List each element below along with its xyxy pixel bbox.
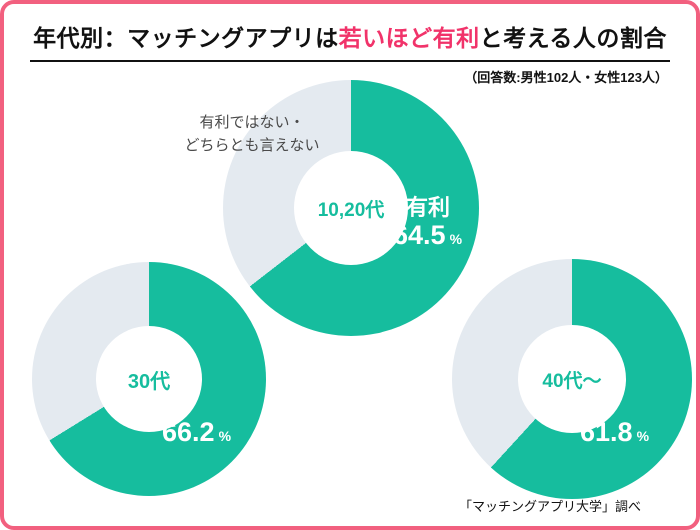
unfavorable-annotation-line2: どちらとも言えない	[184, 136, 320, 154]
value-label-40s-plus: 61.8%	[580, 417, 649, 448]
value-number-10-20s: 64.5	[393, 220, 446, 250]
response-count-note: （回答数:男性102人・女性123人）	[464, 70, 668, 85]
donut-chart-30s: 30代 66.2%	[32, 262, 266, 496]
category-label-40s-plus: 40代〜	[542, 370, 602, 392]
title-text-prefix: 年代別：マッチングアプリは	[33, 25, 339, 51]
donut-hole-30s: 30代	[96, 326, 202, 432]
value-number-30s: 66.2	[162, 417, 215, 447]
percent-unit-30s: %	[218, 428, 232, 444]
value-number-40s-plus: 61.8	[580, 417, 633, 447]
unfavorable-annotation-line1: 有利ではない・	[199, 114, 305, 131]
favorable-series-label: 有利	[406, 195, 451, 220]
donut-hole-40s-plus: 40代〜	[518, 325, 626, 433]
value-label-30s: 66.2%	[162, 417, 231, 448]
percent-unit-10-20s: %	[449, 231, 463, 247]
percent-unit-40s-plus: %	[636, 428, 650, 444]
unfavorable-annotation: 有利ではない・ どちらとも言えない	[132, 112, 372, 157]
title-highlight: 若いほど有利	[338, 25, 480, 51]
source-note: 「マッチングアプリ大学」調べ	[458, 499, 641, 514]
category-label-30s: 30代	[127, 370, 171, 393]
title-text-suffix: と考える人の割合	[479, 25, 667, 51]
title-divider	[30, 60, 670, 62]
donut-hole-10-20s: 10,20代	[294, 151, 408, 265]
page-title: 年代別：マッチングアプリは若いほど有利と考える人の割合	[4, 19, 696, 53]
donut-chart-40s-plus: 40代〜 61.8%	[452, 259, 692, 499]
value-label-10-20s: 64.5%	[393, 220, 462, 251]
category-label-10-20s: 10,20代	[317, 199, 385, 221]
donut-chart-10-20s: 10,20代 有利 64.5%	[223, 80, 479, 336]
